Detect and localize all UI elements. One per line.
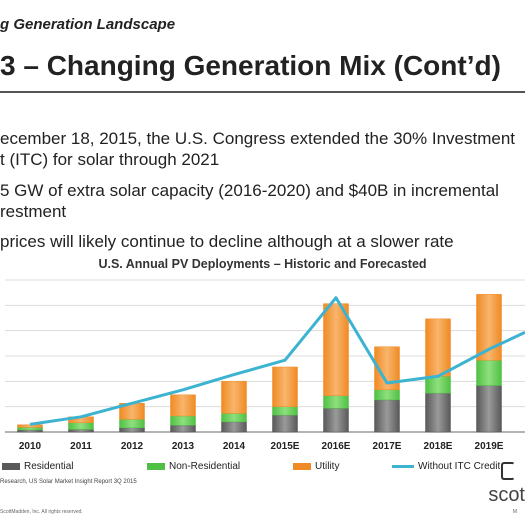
bar-residential-2013: [170, 424, 196, 433]
section-label: g Generation Landscape: [0, 16, 176, 33]
x-tick-2018e: 2018E: [424, 441, 453, 452]
x-tick-2014: 2014: [223, 441, 246, 452]
bar-utility-2010: [17, 424, 43, 428]
bar-residential-2012: [119, 427, 145, 433]
legend-label-utility: Utility: [315, 461, 340, 472]
chart-line: [29, 296, 525, 426]
x-tick-2012: 2012: [121, 441, 144, 452]
chart-bars: [17, 294, 502, 433]
pv-deployment-chart: 2010 2011 2012 2013 2014 2015E 2016E 2017E 2018E…: [5, 279, 525, 452]
x-tick-2017e: 2017E: [373, 441, 402, 452]
bar-utility-2018e: [425, 318, 451, 377]
x-tick-2013: 2013: [172, 441, 195, 452]
bar-residential-2015e: [272, 414, 298, 433]
legend-without-itc: Without ITC Credit: [392, 461, 500, 472]
x-tick-2016e: 2016E: [322, 441, 351, 452]
bar-non-residential-2013: [170, 415, 196, 426]
legend-non-residential: Non-Residential: [147, 461, 240, 472]
title-divider: [0, 91, 525, 93]
bar-non-residential-2015e: [272, 406, 298, 416]
bar-non-residential-2012: [119, 419, 145, 429]
bar-residential-2019e: [476, 385, 502, 433]
chart-x-ticks: 2010 2011 2012 2013 2014 2015E 2016E 2017E 2018E…: [19, 441, 504, 452]
bar-non-residential-2011: [68, 422, 94, 430]
legend-swatch-residential: [2, 462, 20, 470]
legend-label-non-residential: Non-Residential: [169, 461, 241, 472]
bullet-line-1: ecember 18, 2015, the U.S. Congress exte…: [0, 129, 516, 148]
bar-non-residential-2016e: [323, 395, 349, 409]
legend-label-without-itc: Without ITC Credit: [418, 461, 501, 472]
x-tick-2019e: 2019E: [475, 441, 504, 452]
bullet-line-4: restment: [0, 202, 67, 221]
bar-utility-2016e: [323, 303, 349, 396]
bar-residential-2010: [17, 429, 43, 433]
x-tick-2010: 2010: [19, 441, 42, 452]
bullet-line-2: t (ITC) for solar through 2021: [0, 150, 220, 169]
legend-swatch-utility: [293, 462, 311, 470]
brand-logo-mark: [501, 462, 515, 480]
slide-title: 3 – Changing Generation Mix (Cont’d): [0, 50, 501, 81]
bullet-line-5: prices will likely continue to decline a…: [0, 232, 454, 251]
chart-title: U.S. Annual PV Deployments – Historic an…: [98, 257, 427, 271]
brand-logo-subtext: M: [512, 509, 517, 515]
bar-residential-2017e: [374, 399, 400, 433]
line-without-itc-credit: [29, 296, 525, 426]
bar-non-residential-2014: [221, 413, 247, 423]
x-tick-2015e: 2015E: [271, 441, 300, 452]
source-note: Research, US Solar Market Insight Report…: [0, 479, 137, 485]
legend-label-residential: Residential: [24, 461, 74, 472]
legend-utility: Utility: [293, 461, 339, 472]
bar-residential-2014: [221, 421, 247, 433]
legend-swatch-without-itc: [392, 464, 414, 468]
x-tick-2011: 2011: [70, 441, 92, 452]
brand-logo: scot: [488, 484, 525, 506]
bar-residential-2016e: [323, 408, 349, 433]
bar-residential-2018e: [425, 392, 451, 433]
bar-non-residential-2019e: [476, 359, 502, 386]
bar-non-residential-2017e: [374, 389, 400, 401]
copyright-note: ScottMadden, Inc. All rights reserved.: [0, 509, 83, 515]
bar-residential-2011: [68, 429, 94, 433]
bullet-line-3: 5 GW of extra solar capacity (2016-2020)…: [0, 181, 499, 200]
legend-swatch-non-residential: [147, 462, 165, 470]
bar-utility-2014: [221, 381, 247, 414]
bar-utility-2015e: [272, 366, 298, 407]
bar-non-residential-2010: [17, 427, 43, 431]
bar-utility-2013: [170, 394, 196, 417]
legend-residential: Residential: [2, 461, 73, 472]
